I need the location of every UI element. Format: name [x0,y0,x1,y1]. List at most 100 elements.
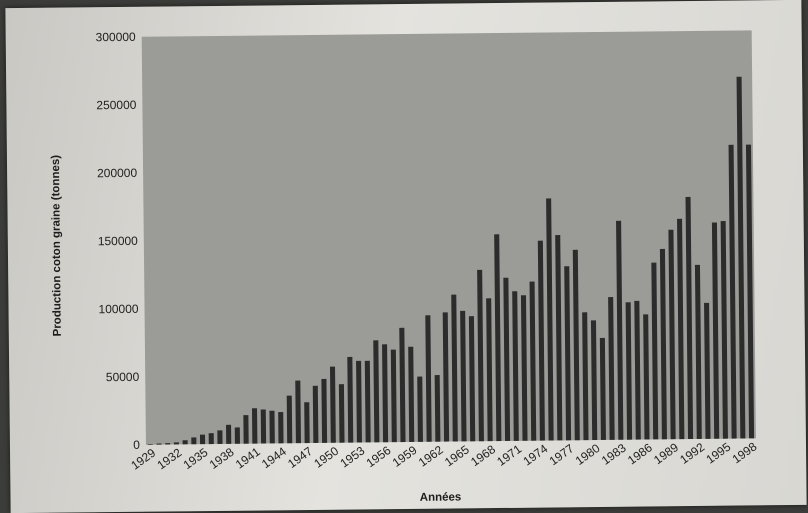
bar-1986 [643,314,650,440]
x-tick-label: 1962 [416,442,446,469]
x-tick-label: 1995 [703,439,733,466]
bar-1969 [494,234,502,442]
bar-1967 [477,269,484,442]
bar-1954 [364,360,371,443]
bar-1960 [417,376,423,442]
bar-1985 [634,300,641,440]
bar-1942 [260,409,267,444]
bar-1989 [668,229,676,440]
bar-1935 [199,434,206,445]
bar-1973 [529,281,537,441]
bar-1977 [564,266,572,441]
bar-1958 [399,327,406,443]
x-tick-label: 1992 [677,440,707,467]
x-tick-label: 1965 [442,442,472,469]
x-axis-title: Années [420,491,462,503]
y-tick-label: 100000 [98,302,139,316]
bar-1959 [408,346,415,442]
x-tick-label: 1989 [651,440,681,467]
x-tick-label: 1932 [154,445,184,472]
bar-1964 [451,294,458,442]
bar-1936 [208,433,214,445]
bar-1987 [651,262,659,440]
x-tick-label: 1980 [573,441,603,468]
bar-1965 [460,310,467,442]
bar-1962 [434,375,441,442]
bar-1966 [468,316,476,442]
bar-1995 [720,221,728,439]
x-axis: 1929193219351938194119441947195019531956… [128,439,760,472]
bar-1947 [304,402,310,444]
bar-1941 [251,408,258,444]
bar-1934 [191,437,197,445]
x-tick-label: 1953 [337,443,367,470]
bar-1991 [685,196,694,440]
y-tick-label: 0 [133,438,140,452]
x-tick-label: 1959 [390,443,420,470]
bar-1975 [546,198,554,441]
bar-1929 [147,443,153,445]
bar-undefined [745,144,755,439]
x-tick-label: 1941 [233,444,263,471]
bar-1961 [425,315,432,442]
y-tick-label: 200000 [97,166,138,180]
bar-1981 [599,337,606,440]
bar-1979 [582,312,589,441]
y-axis: 0 50000 100000 150000 200000 250000 300000 [96,30,141,452]
bar-1997 [736,76,746,439]
bar-1951 [338,384,345,443]
bar-1944 [278,412,284,444]
x-tick-label: 1986 [625,440,655,467]
bar-1974 [537,240,545,441]
bar-1937 [217,430,223,444]
bar-1980 [590,320,598,441]
x-tick-label: 1983 [599,441,629,468]
y-tick-label: 50000 [106,370,140,384]
x-tick-label: 1974 [520,441,550,468]
bar-1950 [329,366,336,443]
bar-1933 [182,440,188,445]
bar-1978 [572,249,580,441]
x-tick-label: 1998 [730,439,760,466]
bar-1952 [347,356,354,443]
y-axis-title: Production coton graine (tonnes) [50,155,64,337]
x-tick-label: 1968 [468,442,498,469]
bar-1972 [520,295,528,441]
bar-1976 [555,235,563,441]
bar-1945 [286,395,293,444]
bar-1957 [390,349,397,443]
bar-1990 [677,218,685,440]
x-tick-label: 1971 [494,442,524,469]
bar-1948 [312,385,319,443]
bar-1963 [442,312,450,442]
bar-1938 [226,424,232,444]
bar-1953 [356,360,362,443]
x-tick-label: 1977 [547,441,577,468]
x-tick-label: 1950 [311,444,341,471]
bar-1992 [694,264,702,439]
bar-1939 [234,427,240,444]
bar-1956 [382,344,389,443]
bar-1931 [165,443,171,445]
bar-1993 [704,302,711,439]
bar-1984 [625,302,633,440]
bars [147,76,755,445]
bar-1988 [659,248,667,440]
photo-paper: 0 50000 100000 150000 200000 250000 300000 192… [5,0,807,513]
bar-1949 [321,378,328,443]
x-tick-label: 1938 [207,445,237,472]
y-tick-label: 250000 [96,98,137,112]
bar-1968 [486,298,493,442]
bar-1955 [373,340,380,443]
bar-1983 [616,220,624,440]
y-tick-label: 150000 [98,234,139,248]
x-tick-label: 1944 [259,444,289,471]
bar-1930 [156,443,162,445]
bar-1943 [269,410,275,444]
bar-1940 [243,415,249,444]
bar-1946 [295,380,301,444]
bar-1996 [728,144,737,439]
x-tick-label: 1956 [364,443,394,470]
bar-1932 [173,442,179,445]
